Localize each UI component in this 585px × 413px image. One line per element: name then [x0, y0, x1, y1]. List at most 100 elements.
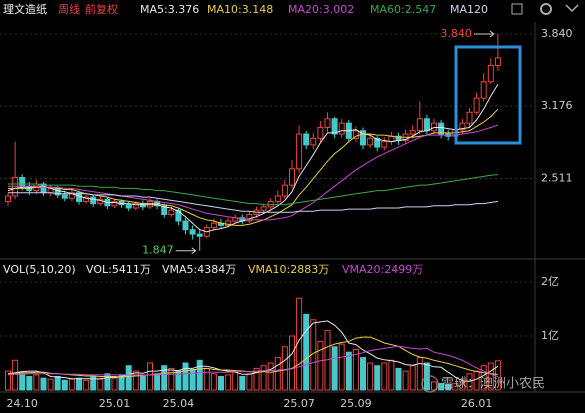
adjust-label: 前复权	[85, 2, 118, 16]
volume-bar	[5, 370, 11, 391]
watermark: 雪球：澳洲小农民	[441, 376, 545, 392]
volume-bar	[388, 359, 395, 391]
candle-body	[466, 111, 473, 124]
volume-bar	[409, 365, 416, 391]
candle-body	[175, 209, 182, 222]
toggle-icon[interactable]	[511, 3, 523, 15]
candle-body	[274, 195, 281, 202]
volume-bar	[68, 378, 75, 391]
volume-bar	[260, 365, 267, 391]
volume-bar	[360, 357, 366, 391]
volume-bar	[40, 377, 47, 391]
volume-bar	[12, 359, 19, 391]
legend-entry: VMA10:2883万	[248, 263, 329, 276]
candle-body	[19, 177, 26, 187]
volume-bar	[139, 375, 146, 391]
volume-bar	[225, 374, 232, 391]
x-tick-label: 25.04	[163, 397, 195, 410]
candle-body	[480, 81, 487, 99]
candle-body	[111, 200, 118, 207]
candle-body	[317, 126, 324, 139]
volume-bar	[438, 383, 445, 391]
legend-entry: MA120	[450, 3, 488, 16]
volume-bar	[395, 367, 402, 391]
legend-entry: MA10:3.148	[207, 3, 273, 16]
volume-bar	[331, 346, 338, 391]
settings-icon[interactable]	[540, 3, 552, 15]
volume-bar	[367, 362, 374, 391]
candle-body	[182, 220, 189, 231]
volume-bar	[83, 379, 90, 391]
volume-label: VOL:5411万	[86, 263, 151, 276]
volume-bar	[345, 351, 352, 391]
ma-line	[8, 124, 499, 221]
candle-body	[331, 118, 338, 135]
volume-bar	[182, 362, 189, 391]
candle-body	[352, 130, 359, 139]
x-tick-label: 25.09	[340, 397, 372, 410]
volume-bar	[218, 375, 224, 391]
volume-bar	[239, 375, 246, 391]
candle-body	[324, 118, 331, 128]
extreme-label: 3.840	[440, 27, 472, 40]
volume-bar	[338, 343, 345, 391]
x-tick-label: 26.01	[461, 397, 493, 410]
extreme-label: 1.847	[142, 244, 174, 257]
volume-bar	[253, 367, 260, 391]
candle-body	[68, 192, 75, 199]
ma-line	[7, 84, 499, 233]
candle-body	[374, 137, 381, 148]
volume-bar	[33, 374, 40, 391]
candle-body	[296, 133, 303, 170]
candle-body	[281, 184, 288, 197]
volume-bar	[402, 370, 409, 391]
expand-icon[interactable]	[565, 4, 579, 13]
candle-body	[473, 97, 480, 113]
volume-bar	[111, 377, 118, 391]
volume-bar	[26, 375, 33, 391]
ma-line	[8, 174, 498, 206]
candle-body	[310, 137, 317, 146]
y-tick-label: 3.840	[541, 27, 573, 40]
plot-layer: 3.840 1.847	[0, 27, 535, 391]
volume-bar	[147, 362, 153, 391]
volume-bar	[76, 377, 82, 391]
period-label: 周线	[58, 2, 80, 16]
candle-body	[132, 203, 139, 209]
candle-body	[438, 122, 445, 135]
y-tick-label: 1亿	[541, 329, 559, 342]
candle-body	[289, 168, 295, 186]
y-tick-label: 2亿	[541, 275, 559, 288]
volume-bar	[232, 370, 239, 391]
highlight-box	[454, 45, 522, 145]
candle-body	[83, 196, 90, 202]
volume-bar	[274, 357, 281, 391]
candle-body	[381, 141, 388, 148]
volume-bar	[161, 365, 168, 391]
candle-body	[409, 130, 416, 135]
ma-line	[7, 336, 498, 378]
volume-bar	[125, 365, 132, 391]
volume-bar	[289, 335, 295, 391]
extreme-arrow	[175, 247, 197, 255]
volume-bar	[61, 379, 68, 391]
volume-bar	[132, 370, 139, 391]
volume-bar	[203, 367, 210, 391]
candle-body	[90, 196, 97, 205]
candle-body	[61, 194, 68, 199]
candle-body	[416, 118, 423, 132]
volume-bar	[303, 313, 310, 391]
ma-line	[7, 345, 499, 377]
volume-bar	[47, 378, 54, 391]
y-tick-label: 2.511	[541, 171, 573, 184]
candle-body	[367, 137, 374, 146]
volume-bar	[317, 340, 324, 391]
volume-bar	[480, 365, 487, 391]
candle-body	[147, 200, 153, 208]
volume-bar	[246, 373, 253, 391]
candle-body	[125, 204, 132, 209]
extreme-arrow	[473, 30, 495, 38]
candle-body	[338, 122, 345, 135]
